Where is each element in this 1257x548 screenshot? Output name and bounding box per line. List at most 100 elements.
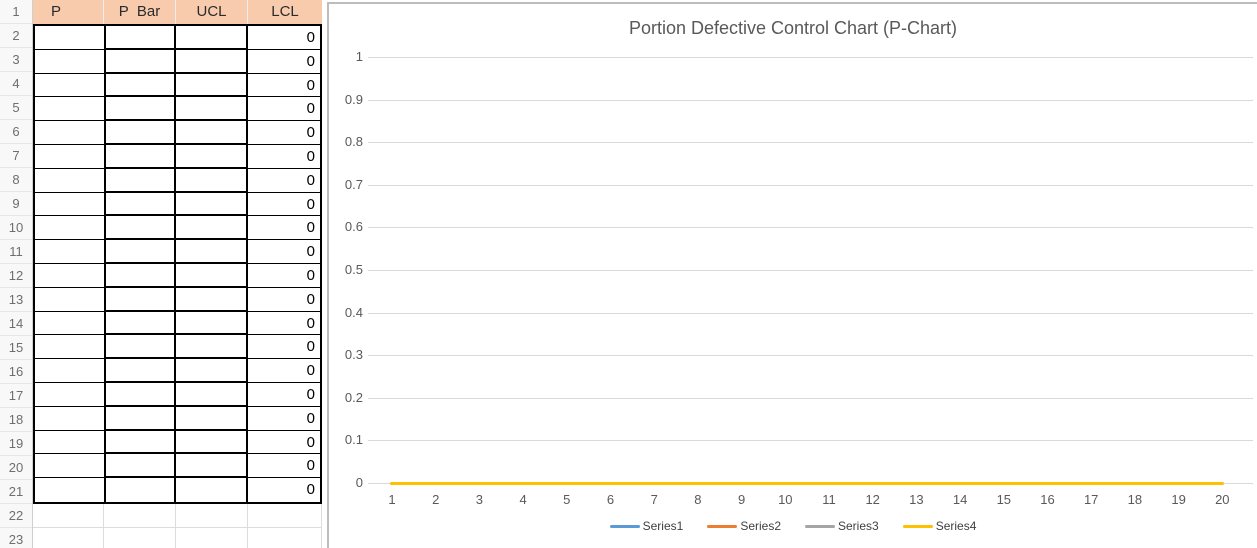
row-header[interactable]: 13: [0, 288, 32, 312]
row-header[interactable]: 7: [0, 144, 32, 168]
cell-ucl[interactable]: [176, 478, 248, 502]
row-header[interactable]: 17: [0, 384, 32, 408]
cell-lcl[interactable]: 0: [248, 192, 320, 217]
cell-p-bar[interactable]: [104, 406, 176, 431]
row-header[interactable]: 8: [0, 168, 32, 192]
cell-ucl[interactable]: [176, 430, 248, 455]
cell-p-bar[interactable]: [104, 311, 176, 336]
cell-p[interactable]: [35, 121, 104, 145]
cell-p[interactable]: [35, 359, 104, 383]
cell-p[interactable]: [35, 382, 104, 407]
row-header[interactable]: 20: [0, 456, 32, 480]
cell-p-bar[interactable]: [104, 192, 176, 217]
cell-empty[interactable]: [248, 504, 322, 527]
cell-p-bar[interactable]: [104, 97, 176, 122]
cell-empty[interactable]: [104, 504, 176, 527]
cell-empty[interactable]: [176, 528, 248, 548]
cell-lcl[interactable]: 0: [248, 73, 320, 98]
legend-item-series2[interactable]: Series2: [707, 519, 781, 533]
cell-p[interactable]: [35, 263, 104, 288]
cell-ucl[interactable]: [176, 335, 248, 360]
cell-lcl[interactable]: 0: [248, 382, 320, 407]
row-header[interactable]: 9: [0, 192, 32, 216]
cell-ucl[interactable]: [176, 26, 248, 50]
row-header[interactable]: 21: [0, 480, 32, 504]
cell-p[interactable]: [35, 144, 104, 169]
cell-empty[interactable]: [33, 504, 104, 527]
legend-item-series1[interactable]: Series1: [609, 519, 683, 533]
cell-p[interactable]: [35, 49, 104, 74]
cell-lcl[interactable]: 0: [248, 240, 320, 264]
cell-ucl[interactable]: [176, 168, 248, 193]
cell-lcl[interactable]: 0: [248, 216, 320, 241]
cell-lcl[interactable]: 0: [248, 287, 320, 312]
row-header[interactable]: 1: [0, 0, 32, 24]
cell-lcl[interactable]: 0: [248, 430, 320, 455]
cell-ucl[interactable]: [176, 382, 248, 407]
cell-ucl[interactable]: [176, 454, 248, 479]
cell-p-bar[interactable]: [104, 240, 176, 264]
cell-ucl[interactable]: [176, 97, 248, 122]
cell-lcl[interactable]: 0: [248, 311, 320, 336]
cell-p-bar[interactable]: [104, 216, 176, 241]
cell-p[interactable]: [35, 478, 104, 502]
cell-p[interactable]: [35, 430, 104, 455]
row-header[interactable]: 11: [0, 240, 32, 264]
cell-lcl[interactable]: 0: [248, 26, 320, 50]
cell-p[interactable]: [35, 454, 104, 479]
cell-p-bar[interactable]: [104, 263, 176, 288]
cell-p-bar[interactable]: [104, 430, 176, 455]
cell-p-bar[interactable]: [104, 73, 176, 98]
cell-p-bar[interactable]: [104, 144, 176, 169]
cell-p[interactable]: [35, 240, 104, 264]
row-header[interactable]: 10: [0, 216, 32, 240]
cell-p[interactable]: [35, 26, 104, 50]
cell-p-bar[interactable]: [104, 335, 176, 360]
cell-ucl[interactable]: [176, 311, 248, 336]
cell-lcl[interactable]: 0: [248, 121, 320, 145]
cell-p[interactable]: [35, 406, 104, 431]
cell-lcl[interactable]: 0: [248, 406, 320, 431]
cell-empty[interactable]: [104, 528, 176, 548]
cell-ucl[interactable]: [176, 359, 248, 383]
row-header[interactable]: 2: [0, 24, 32, 48]
column-header-lcl[interactable]: LCL: [248, 0, 322, 24]
row-header[interactable]: 4: [0, 72, 32, 96]
cell-lcl[interactable]: 0: [248, 454, 320, 479]
cell-ucl[interactable]: [176, 240, 248, 264]
cell-p-bar[interactable]: [104, 359, 176, 383]
column-header-p[interactable]: P: [33, 0, 104, 24]
cell-lcl[interactable]: 0: [248, 359, 320, 383]
cell-p[interactable]: [35, 97, 104, 122]
legend-item-series4[interactable]: Series4: [902, 519, 976, 533]
row-header[interactable]: 6: [0, 120, 32, 144]
row-header[interactable]: 22: [0, 504, 32, 528]
row-header[interactable]: 3: [0, 48, 32, 72]
cell-lcl[interactable]: 0: [248, 168, 320, 193]
cell-ucl[interactable]: [176, 121, 248, 145]
cell-lcl[interactable]: 0: [248, 478, 320, 502]
column-header-ucl[interactable]: UCL: [176, 0, 248, 24]
cell-p-bar[interactable]: [104, 26, 176, 50]
row-header[interactable]: 18: [0, 408, 32, 432]
cell-p-bar[interactable]: [104, 168, 176, 193]
cell-p-bar[interactable]: [104, 454, 176, 479]
cell-ucl[interactable]: [176, 287, 248, 312]
row-header[interactable]: 5: [0, 96, 32, 120]
cell-ucl[interactable]: [176, 406, 248, 431]
cell-p[interactable]: [35, 311, 104, 336]
cell-p[interactable]: [35, 192, 104, 217]
cell-lcl[interactable]: 0: [248, 144, 320, 169]
cell-lcl[interactable]: 0: [248, 335, 320, 360]
cell-p-bar[interactable]: [104, 121, 176, 145]
cell-empty[interactable]: [33, 528, 104, 548]
cell-p-bar[interactable]: [104, 478, 176, 502]
cell-lcl[interactable]: 0: [248, 263, 320, 288]
cell-p-bar[interactable]: [104, 49, 176, 74]
cell-p-bar[interactable]: [104, 382, 176, 407]
cell-ucl[interactable]: [176, 263, 248, 288]
row-header[interactable]: 15: [0, 336, 32, 360]
cell-p-bar[interactable]: [104, 287, 176, 312]
cell-p[interactable]: [35, 335, 104, 360]
cell-ucl[interactable]: [176, 49, 248, 74]
